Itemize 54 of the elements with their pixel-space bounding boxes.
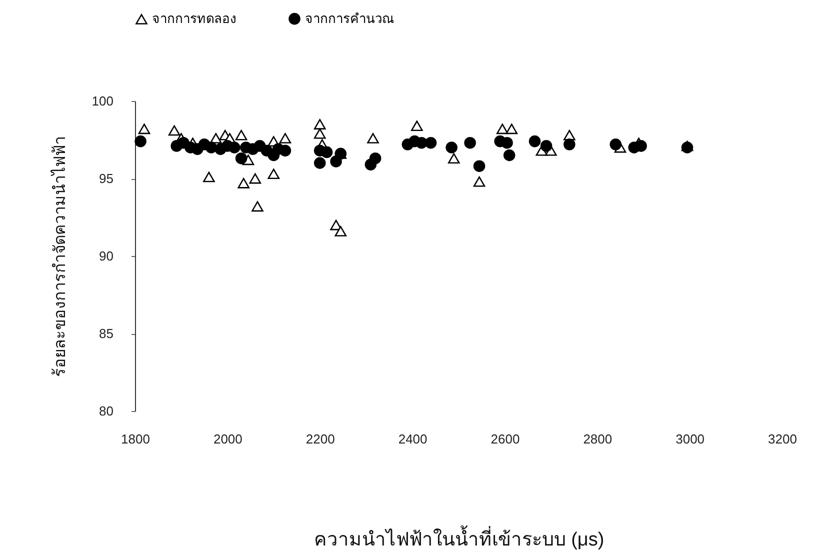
point xyxy=(506,124,518,134)
point xyxy=(238,178,250,188)
y-tick-label: 85 xyxy=(99,326,114,341)
point xyxy=(448,153,460,164)
point xyxy=(314,119,326,130)
point xyxy=(314,157,326,169)
legend-label: จากการทดลอง xyxy=(152,11,236,26)
point xyxy=(496,124,508,134)
point xyxy=(411,120,423,131)
point xyxy=(210,133,222,144)
point xyxy=(134,135,146,148)
point xyxy=(464,136,476,149)
y-tick-label: 90 xyxy=(99,248,114,264)
x-tick-label: 2800 xyxy=(583,432,612,446)
point xyxy=(235,130,248,140)
legend-label: จากการคำนวณ xyxy=(305,10,394,26)
x-tick-label: 1800 xyxy=(121,432,150,446)
point xyxy=(279,133,292,144)
point xyxy=(228,142,240,154)
point xyxy=(249,173,262,184)
point xyxy=(424,136,437,149)
y-tick-label: 80 xyxy=(99,404,114,418)
point xyxy=(279,144,292,156)
point xyxy=(268,168,280,180)
point xyxy=(314,128,326,139)
x-tick-label: 2200 xyxy=(306,432,335,446)
point xyxy=(235,152,248,164)
x-axis-title: ความนำไฟฟ้าในน้ำที่เข้าระบบ (μs) xyxy=(314,526,604,550)
point xyxy=(205,142,218,154)
point xyxy=(473,160,486,172)
x-tick-label: 2400 xyxy=(398,432,428,446)
y-axis-title: ร้อยละของการกำจัดความนำไฟฟ้า xyxy=(50,136,69,377)
point xyxy=(252,201,264,212)
point xyxy=(203,172,215,182)
x-tick-label: 2000 xyxy=(213,432,242,446)
point xyxy=(138,124,150,134)
point xyxy=(501,136,513,149)
x-tick-label: 2600 xyxy=(490,432,520,446)
y-tick-label: 95 xyxy=(99,171,114,186)
point xyxy=(369,152,382,164)
point xyxy=(503,149,516,162)
point xyxy=(540,140,552,152)
point xyxy=(446,142,458,154)
point xyxy=(473,176,486,187)
point xyxy=(168,125,180,136)
point xyxy=(528,135,541,148)
point xyxy=(320,146,333,158)
point xyxy=(610,138,622,150)
point xyxy=(334,226,347,236)
point xyxy=(367,133,379,144)
x-tick-label: 3000 xyxy=(676,432,705,446)
point xyxy=(564,138,576,150)
y-tick-label: 100 xyxy=(92,94,114,108)
x-tick-label: 3200 xyxy=(768,432,797,446)
